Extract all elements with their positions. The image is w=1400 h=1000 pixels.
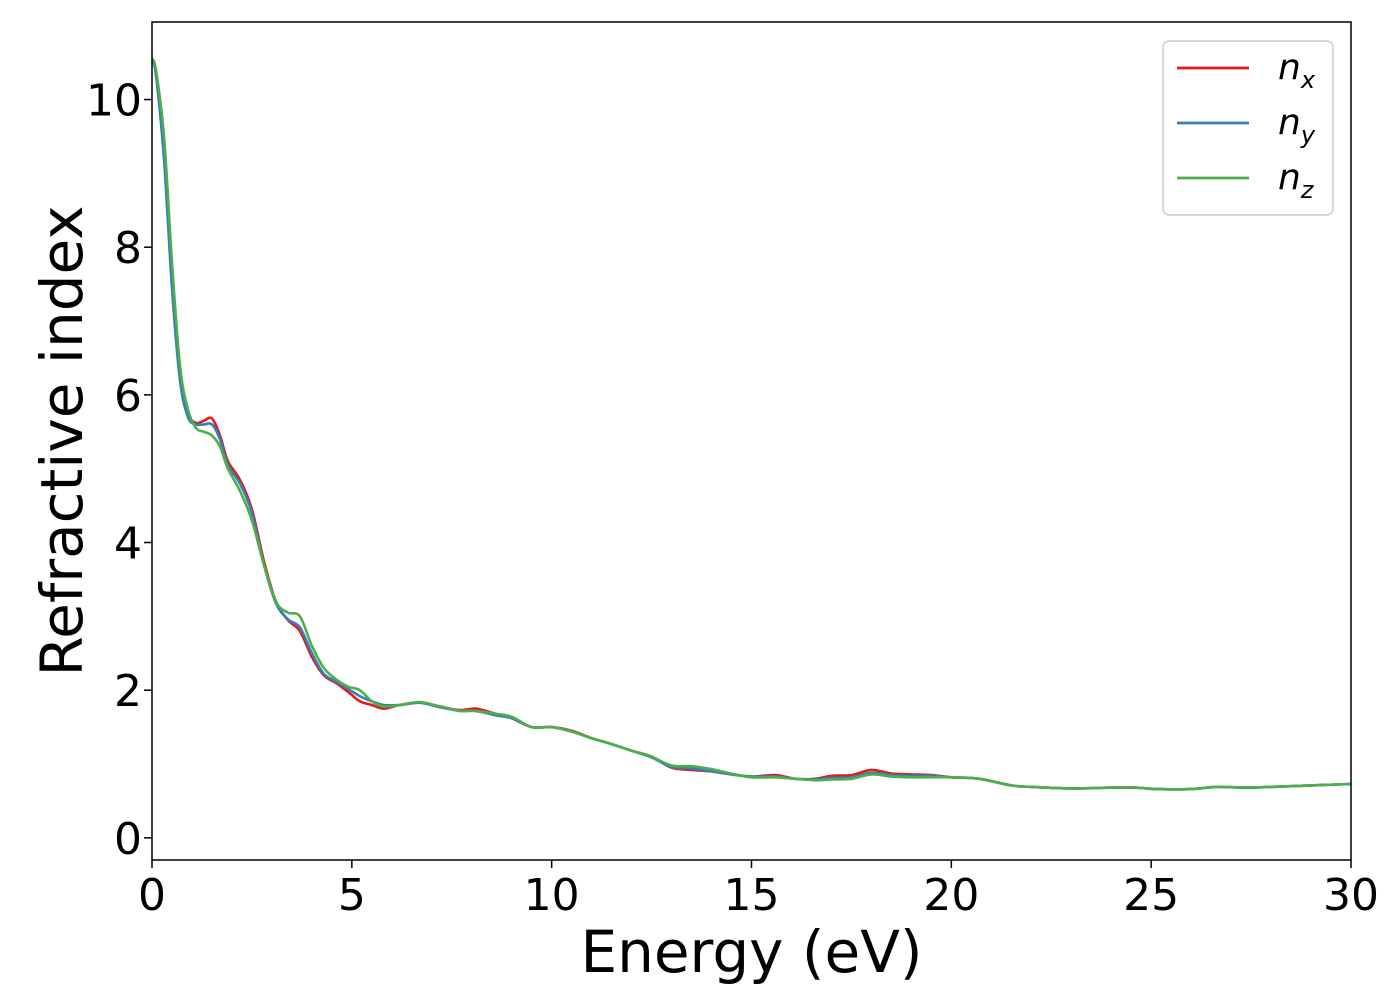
- y-tick-label: 8: [114, 223, 142, 274]
- x-tick-label: 15: [724, 870, 780, 921]
- x-tick-label: 20: [923, 870, 979, 921]
- axis-ticks: 0 5 10 15 20 25 30 0 2 4 6 8 10: [86, 76, 1379, 921]
- y-tick-label: 10: [86, 76, 142, 127]
- series-lines: [152, 57, 1351, 791]
- x-tick-label: 30: [1323, 870, 1379, 921]
- legend: nx ny nz: [1162, 40, 1334, 216]
- y-tick-label: 6: [114, 371, 142, 422]
- x-tick-label: 10: [524, 870, 580, 921]
- x-axis-label: Energy (eV): [580, 918, 922, 986]
- series-line-z: [152, 57, 1351, 791]
- y-tick-label: 2: [114, 666, 142, 717]
- legend-box: [1162, 40, 1334, 216]
- x-tick-label: 0: [138, 870, 166, 921]
- y-tick-label: 0: [114, 814, 142, 865]
- legend-label-x: nx: [1278, 47, 1316, 94]
- y-axis-label: Refractive index: [28, 205, 96, 676]
- x-tick-label: 5: [338, 870, 366, 921]
- legend-label-z: nz: [1278, 157, 1315, 204]
- legend-label-y: ny: [1278, 102, 1316, 149]
- x-tick-label: 25: [1123, 870, 1179, 921]
- y-tick-label: 4: [114, 519, 142, 570]
